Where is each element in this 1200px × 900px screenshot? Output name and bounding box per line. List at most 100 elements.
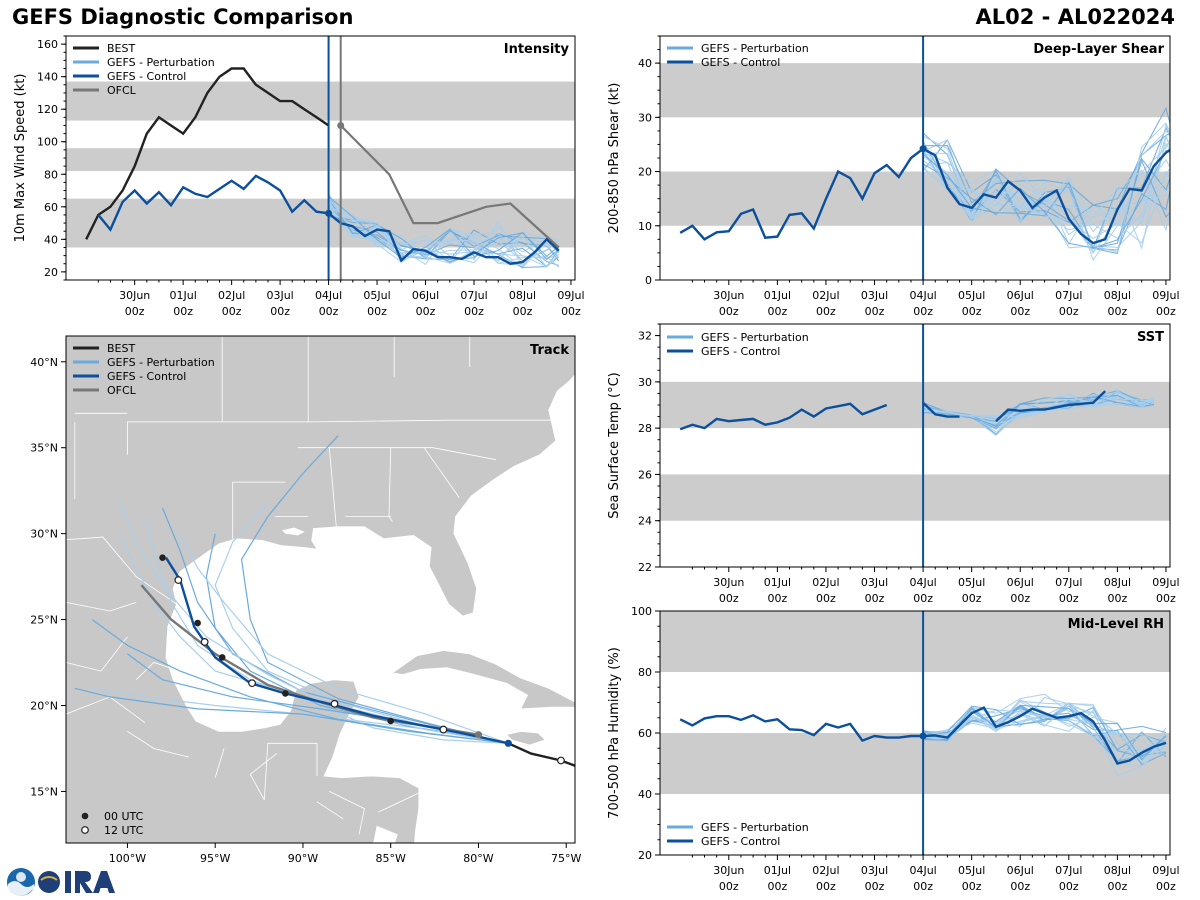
intensity-xtick-label: 04Jul — [315, 289, 342, 302]
intensity-band — [66, 148, 575, 172]
sst-xtick-label: 05Jul — [958, 576, 985, 589]
rh-ytick-label: 20 — [638, 849, 652, 862]
map-border — [222, 419, 553, 423]
track-ytick-label: 20°N — [30, 700, 58, 713]
legend-label-ofcl: OFCL — [107, 384, 137, 397]
sst-perturbation-line — [922, 390, 1155, 420]
sst-xtick-label: 04Jul — [909, 576, 936, 589]
map-border — [135, 662, 181, 680]
intensity-xtick-hour: 00z — [416, 305, 436, 318]
map-border — [329, 791, 365, 835]
intensity-ofcl-marker — [337, 121, 345, 129]
rh-xtick-hour: 00z — [913, 880, 933, 893]
shear-xtick-hour: 00z — [816, 305, 836, 318]
lake — [373, 825, 398, 843]
intensity-best-line — [85, 67, 330, 240]
sst-ytick-label: 22 — [638, 561, 652, 574]
shear-ytick-label: 20 — [638, 166, 652, 179]
shear-xtick-label: 30Jun — [713, 289, 744, 302]
rh-xtick-label: 01Jul — [764, 864, 791, 877]
sst-xtick-hour: 00z — [1156, 592, 1176, 605]
rh-perturbation-line — [923, 693, 1167, 760]
sst-xtick-label: 01Jul — [764, 576, 791, 589]
land-cuba — [391, 650, 575, 710]
map-border — [297, 447, 497, 461]
intensity-band — [66, 81, 575, 121]
rh-band — [660, 611, 1170, 672]
rh-xtick-label: 07Jul — [1055, 864, 1082, 877]
intensity-xtick-hour: 00z — [513, 305, 533, 318]
rh-xtick-hour: 00z — [962, 880, 982, 893]
rh-xtick-hour: 00z — [767, 880, 787, 893]
track-xtick-label: 75°W — [551, 852, 581, 865]
rh-panel: 20 40 60 80 100 30Jun 00z 01Jul 00z 02Jul 00z 03Jul… — [607, 605, 1180, 893]
rh-xtick-hour: 00z — [719, 880, 739, 893]
sst-ytick-label: 24 — [638, 515, 652, 528]
shear-xtick-hour: 00z — [1059, 305, 1079, 318]
sst-xtick-label: 07Jul — [1055, 576, 1082, 589]
map-border — [214, 748, 225, 778]
rh-xtick-hour: 00z — [1107, 880, 1127, 893]
intensity-xtick-hour: 00z — [125, 305, 145, 318]
sst-xtick-label: 08Jul — [1104, 576, 1131, 589]
intensity-xtick-hour: 00z — [270, 305, 290, 318]
sst-control-line — [922, 401, 960, 418]
track-xtick-label: 95°W — [200, 852, 230, 865]
map-border — [249, 753, 277, 801]
rh-xtick-hour: 00z — [1156, 880, 1176, 893]
sst-frame — [659, 323, 1171, 568]
shear-init-marker — [919, 145, 927, 153]
intensity-perturbation-line — [328, 199, 560, 269]
page-title: GEFS Diagnostic Comparison — [12, 5, 354, 29]
marker-12utc — [330, 699, 339, 708]
intensity-ytick-label: 20 — [44, 266, 58, 279]
shear-xtick-label: 03Jul — [861, 289, 888, 302]
track-plot-area — [66, 336, 575, 843]
rh-ytick-label: 40 — [638, 788, 652, 801]
sst-panel: 22 24 26 28 30 32 30Jun 00z 01Jul 00z 02Jul 00z 03Ju… — [607, 323, 1180, 605]
shear-xtick-hour: 00z — [719, 305, 739, 318]
intensity-xtick-label: 03Jul — [266, 289, 293, 302]
track-xtick-label: 85°W — [376, 852, 406, 865]
sst-control-line — [995, 390, 1107, 423]
rh-xtick-hour: 00z — [816, 880, 836, 893]
shear-xtick-label: 05Jul — [958, 289, 985, 302]
shear-ytick-label: 10 — [638, 220, 652, 233]
intensity-xtick-hour: 00z — [464, 305, 484, 318]
rh-ytick-label: 80 — [638, 666, 652, 679]
track-xtick-label: 80°W — [463, 852, 493, 865]
legend-label-perturbation: GEFS - Perturbation — [107, 56, 215, 69]
cira-logo — [7, 868, 115, 896]
track-title: Track — [530, 343, 569, 358]
shear-xtick-hour: 00z — [1010, 305, 1030, 318]
map-border — [66, 602, 137, 612]
shear-ytick-label: 0 — [645, 274, 652, 287]
perturbation-track — [74, 687, 509, 744]
intensity-ytick-label: 160 — [37, 38, 58, 51]
sst-control-line — [679, 402, 888, 431]
shear-xtick-label: 06Jul — [1007, 289, 1034, 302]
rh-ytick-label: 60 — [638, 727, 652, 740]
sst-xtick-label: 03Jul — [861, 576, 888, 589]
intensity-init-marker — [325, 209, 333, 217]
intensity-perturbation-line — [328, 208, 560, 269]
map-border — [328, 447, 337, 527]
track-panel: 100°W 95°W 90°W 85°W 80°W 75°W 15°N 20°N 25°N 30°… — [30, 335, 582, 865]
legend-label-perturbation: GEFS - Perturbation — [701, 42, 809, 55]
shear-xtick-label: 02Jul — [812, 289, 839, 302]
marker-00utc — [282, 690, 289, 697]
sst-ytick-label: 28 — [638, 422, 652, 435]
shear-band — [660, 63, 1170, 118]
rh-xtick-label: 04Jul — [909, 864, 936, 877]
rh-perturbation-line — [923, 705, 1167, 752]
track-xtick-label: 100°W — [109, 852, 146, 865]
intensity-ytick-label: 100 — [37, 136, 58, 149]
intensity-xtick-hour: 00z — [319, 305, 339, 318]
marker-00utc — [194, 619, 201, 627]
intensity-xtick-label: 09Jul — [557, 289, 584, 302]
